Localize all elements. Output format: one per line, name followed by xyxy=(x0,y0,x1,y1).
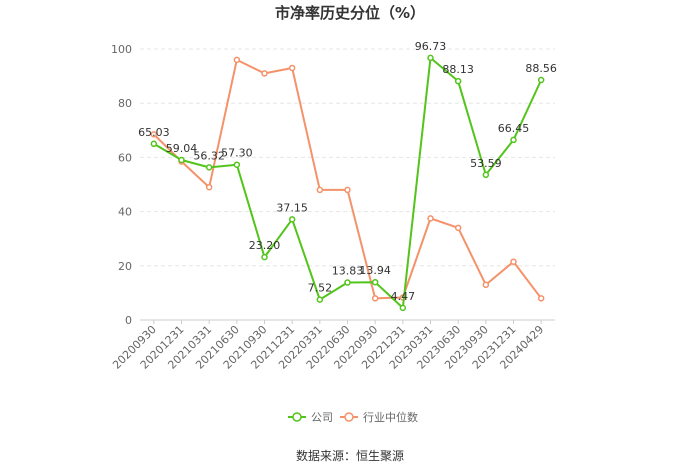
data-point xyxy=(261,70,268,77)
data-label: 53.59 xyxy=(470,157,502,170)
data-point xyxy=(288,216,296,223)
y-tick-label: 80 xyxy=(118,97,132,110)
y-tick-label: 20 xyxy=(118,260,132,273)
data-label: 96.73 xyxy=(415,40,447,53)
legend-label-0[interactable]: 公司 xyxy=(311,411,333,424)
data-point xyxy=(510,136,517,144)
data-label: 23.20 xyxy=(249,239,281,252)
data-point xyxy=(482,281,490,289)
source-note: 数据来源：恒生聚源 xyxy=(296,448,404,463)
data-point xyxy=(482,171,490,179)
data-point xyxy=(371,295,379,302)
data-point xyxy=(537,76,545,84)
data-label: 13.94 xyxy=(359,264,391,277)
data-point xyxy=(233,56,241,64)
data-point xyxy=(316,296,324,303)
data-point xyxy=(344,279,351,286)
data-label: 37.15 xyxy=(276,201,308,214)
data-point xyxy=(399,304,407,312)
y-tick-label: 60 xyxy=(118,151,132,164)
data-point xyxy=(427,54,434,62)
data-label: 13.83 xyxy=(332,265,364,278)
data-label: 7.52 xyxy=(308,282,333,295)
data-label: 57.30 xyxy=(221,147,253,160)
legend-label-1[interactable]: 行业中位数 xyxy=(363,410,418,424)
legend-marker-1[interactable] xyxy=(344,412,354,422)
y-tick-label: 0 xyxy=(125,314,132,327)
data-point xyxy=(427,215,434,222)
data-label: 66.45 xyxy=(498,122,530,135)
data-point xyxy=(316,186,324,194)
data-point xyxy=(454,77,462,85)
data-label: 88.56 xyxy=(525,62,557,75)
data-point xyxy=(261,253,268,261)
data-point xyxy=(150,140,158,148)
data-point xyxy=(510,258,517,265)
data-point xyxy=(178,156,185,164)
x-axis: 2020093020201231202103312021063020210930… xyxy=(110,319,555,372)
data-point xyxy=(371,278,379,286)
data-label: 56.32 xyxy=(193,149,225,162)
gridlines xyxy=(140,48,555,267)
data-label: 65.03 xyxy=(138,126,170,139)
data-label: 4.47 xyxy=(391,290,416,303)
data-point xyxy=(233,161,241,168)
data-point xyxy=(537,295,545,302)
data-point xyxy=(344,186,351,194)
data-point xyxy=(205,183,213,191)
data-point xyxy=(205,164,213,171)
data-label: 59.04 xyxy=(166,142,198,155)
data-point xyxy=(454,224,462,232)
data-label: 88.13 xyxy=(442,63,474,76)
y-axis: 0 20 40 60 80 100 xyxy=(111,43,132,327)
legend[interactable]: 公司 行业中位数 xyxy=(288,410,418,424)
y-tick-label: 40 xyxy=(118,206,132,219)
y-tick-label: 100 xyxy=(111,43,132,56)
series-line-1 xyxy=(153,58,542,300)
chart-title: 市净率历史分位（%） xyxy=(275,4,425,22)
data-point xyxy=(288,64,296,72)
data-point xyxy=(150,131,158,138)
legend-marker-0[interactable] xyxy=(292,412,302,422)
